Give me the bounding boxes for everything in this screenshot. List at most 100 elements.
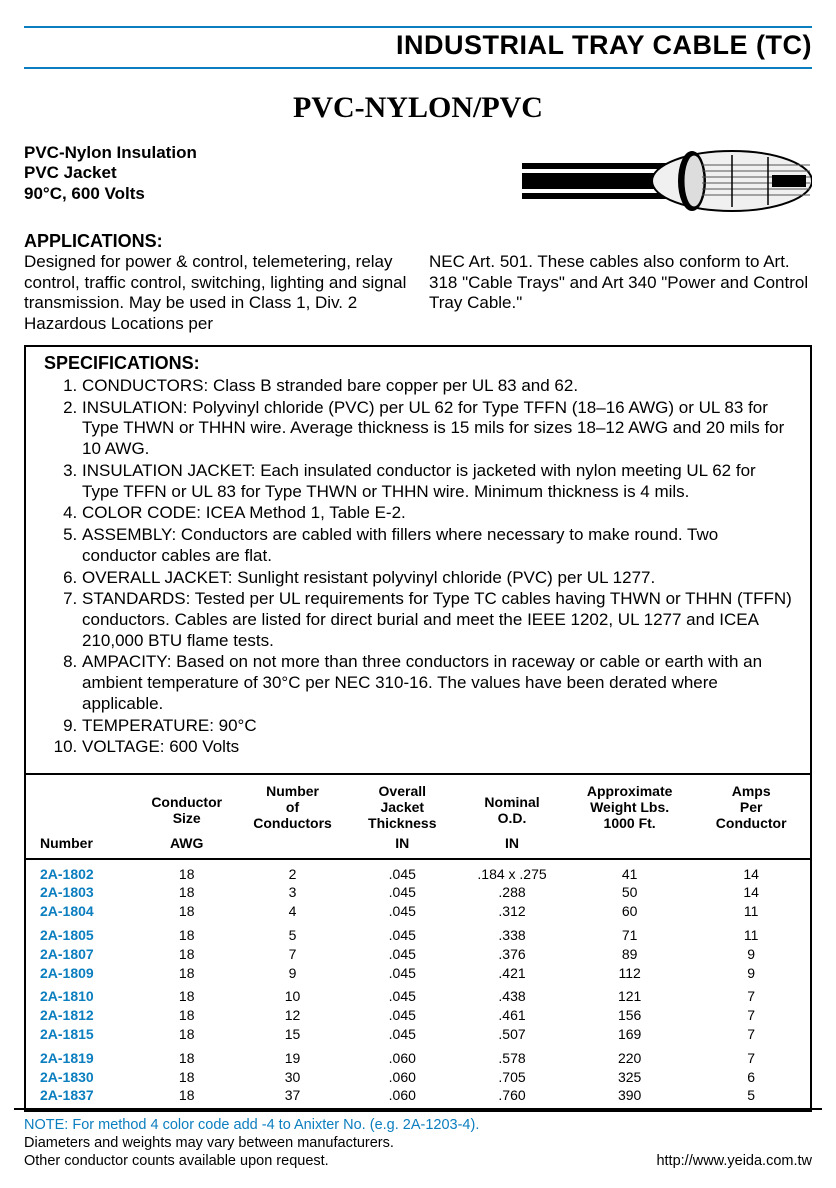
table-cell: 112	[567, 964, 692, 983]
table-cell: 60	[567, 902, 692, 921]
table-cell: 18	[136, 1086, 238, 1108]
table-cell: .376	[457, 945, 567, 964]
table-col-header: OverallJacketThicknessIN	[347, 774, 457, 858]
table-col-header: ApproximateWeight Lbs.1000 Ft.	[567, 774, 692, 858]
table-cell: .045	[347, 859, 457, 884]
part-number-cell: 2A-1803	[26, 883, 136, 902]
table-cell: 390	[567, 1086, 692, 1108]
table-cell: 18	[136, 964, 238, 983]
table-cell: 11	[692, 902, 810, 921]
table-cell: 18	[136, 883, 238, 902]
table-cell: 9	[238, 964, 348, 983]
table-cell: 156	[567, 1006, 692, 1025]
part-number-cell: 2A-1810	[26, 982, 136, 1006]
part-number-cell: 2A-1837	[26, 1086, 136, 1108]
table-cell: 9	[692, 964, 810, 983]
part-number-cell: 2A-1830	[26, 1068, 136, 1087]
applications-label: APPLICATIONS:	[24, 231, 812, 252]
table-cell: .338	[457, 921, 567, 945]
table-cell: 169	[567, 1025, 692, 1044]
table-cell: .045	[347, 883, 457, 902]
table-row: 2A-18121812.045.4611567	[26, 1006, 810, 1025]
page-header-title: INDUSTRIAL TRAY CABLE (TC)	[24, 30, 812, 65]
table-cell: 7	[238, 945, 348, 964]
table-cell: .288	[457, 883, 567, 902]
table-cell: 41	[567, 859, 692, 884]
table-cell: 50	[567, 883, 692, 902]
table-cell: 18	[136, 1044, 238, 1068]
table-cell: 7	[692, 1025, 810, 1044]
table-row: 2A-18101810.045.4381217	[26, 982, 810, 1006]
table-cell: 12	[238, 1006, 348, 1025]
table-cell: 30	[238, 1068, 348, 1087]
part-number-cell: 2A-1815	[26, 1025, 136, 1044]
part-number-cell: 2A-1807	[26, 945, 136, 964]
intro-line1: PVC-Nylon Insulation	[24, 143, 498, 163]
table-row: 2A-1804184.045.3126011	[26, 902, 810, 921]
table-cell: .507	[457, 1025, 567, 1044]
table-cell: 18	[136, 982, 238, 1006]
specifications-box: SPECIFICATIONS: CONDUCTORS: Class B stra…	[24, 345, 812, 1112]
table-cell: .438	[457, 982, 567, 1006]
footer-url: http://www.yeida.com.tw	[656, 1152, 812, 1170]
note-line2: Diameters and weights may vary between m…	[24, 1134, 479, 1152]
table-cell: 18	[136, 902, 238, 921]
spec-item: STANDARDS: Tested per UL requirements fo…	[82, 589, 796, 651]
table-row: 2A-18301830.060.7053256	[26, 1068, 810, 1087]
table-cell: 19	[238, 1044, 348, 1068]
part-number-cell: 2A-1812	[26, 1006, 136, 1025]
intro-block: PVC-Nylon Insulation PVC Jacket 90°C, 60…	[24, 143, 498, 204]
table-cell: 11	[692, 921, 810, 945]
table-cell: 7	[692, 1006, 810, 1025]
table-cell: 10	[238, 982, 348, 1006]
specifications-label: SPECIFICATIONS:	[38, 353, 798, 374]
table-cell: .045	[347, 964, 457, 983]
applications-col2: NEC Art. 501. These cables also conform …	[429, 252, 812, 335]
table-row: 2A-1807187.045.376899	[26, 945, 810, 964]
table-row: 2A-18371837.060.7603905	[26, 1086, 810, 1108]
table-cell: 18	[136, 1006, 238, 1025]
table-bottom-rule	[14, 1108, 822, 1110]
part-number-cell: 2A-1805	[26, 921, 136, 945]
table-cell: .578	[457, 1044, 567, 1068]
table-cell: 220	[567, 1044, 692, 1068]
table-body: 2A-1802182.045.184 x .27541142A-1803183.…	[26, 859, 810, 1109]
table-cell: 37	[238, 1086, 348, 1108]
table-cell: 18	[136, 945, 238, 964]
note-line3: Other conductor counts available upon re…	[24, 1152, 479, 1170]
table-cell: .045	[347, 982, 457, 1006]
table-row: 2A-18151815.045.5071697	[26, 1025, 810, 1044]
header-bottom-rule	[24, 67, 812, 69]
table-cell: 14	[692, 859, 810, 884]
table-cell: 18	[136, 921, 238, 945]
table-cell: .312	[457, 902, 567, 921]
table-cell: 5	[692, 1086, 810, 1108]
table-cell: .045	[347, 1006, 457, 1025]
table-cell: 18	[136, 859, 238, 884]
spec-item: VOLTAGE: 600 Volts	[82, 737, 796, 758]
table-row: 2A-1803183.045.2885014	[26, 883, 810, 902]
table-cell: .060	[347, 1086, 457, 1108]
table-cell: .045	[347, 1025, 457, 1044]
table-cell: .045	[347, 902, 457, 921]
table-cell: 325	[567, 1068, 692, 1087]
table-cell: 71	[567, 921, 692, 945]
table-col-header: Number	[26, 774, 136, 858]
spec-item: OVERALL JACKET: Sunlight resistant polyv…	[82, 568, 796, 589]
table-col-header: AmpsPerConductor	[692, 774, 810, 858]
table-col-header: NumberofConductors	[238, 774, 348, 858]
table-row: 2A-1805185.045.3387111	[26, 921, 810, 945]
part-number-cell: 2A-1819	[26, 1044, 136, 1068]
spec-item: INSULATION JACKET: Each insulated conduc…	[82, 461, 796, 502]
applications-col1: Designed for power & control, telemeteri…	[24, 252, 407, 335]
part-number-cell: 2A-1804	[26, 902, 136, 921]
table-cell: 4	[238, 902, 348, 921]
table-cell: 14	[692, 883, 810, 902]
table-cell: .421	[457, 964, 567, 983]
footer-notes: NOTE: For method 4 color code add -4 to …	[24, 1116, 479, 1170]
table-cell: 7	[692, 982, 810, 1006]
table-col-header: NominalO.D.IN	[457, 774, 567, 858]
table-cell: .045	[347, 921, 457, 945]
table-cell: 89	[567, 945, 692, 964]
table-col-header: ConductorSizeAWG	[136, 774, 238, 858]
